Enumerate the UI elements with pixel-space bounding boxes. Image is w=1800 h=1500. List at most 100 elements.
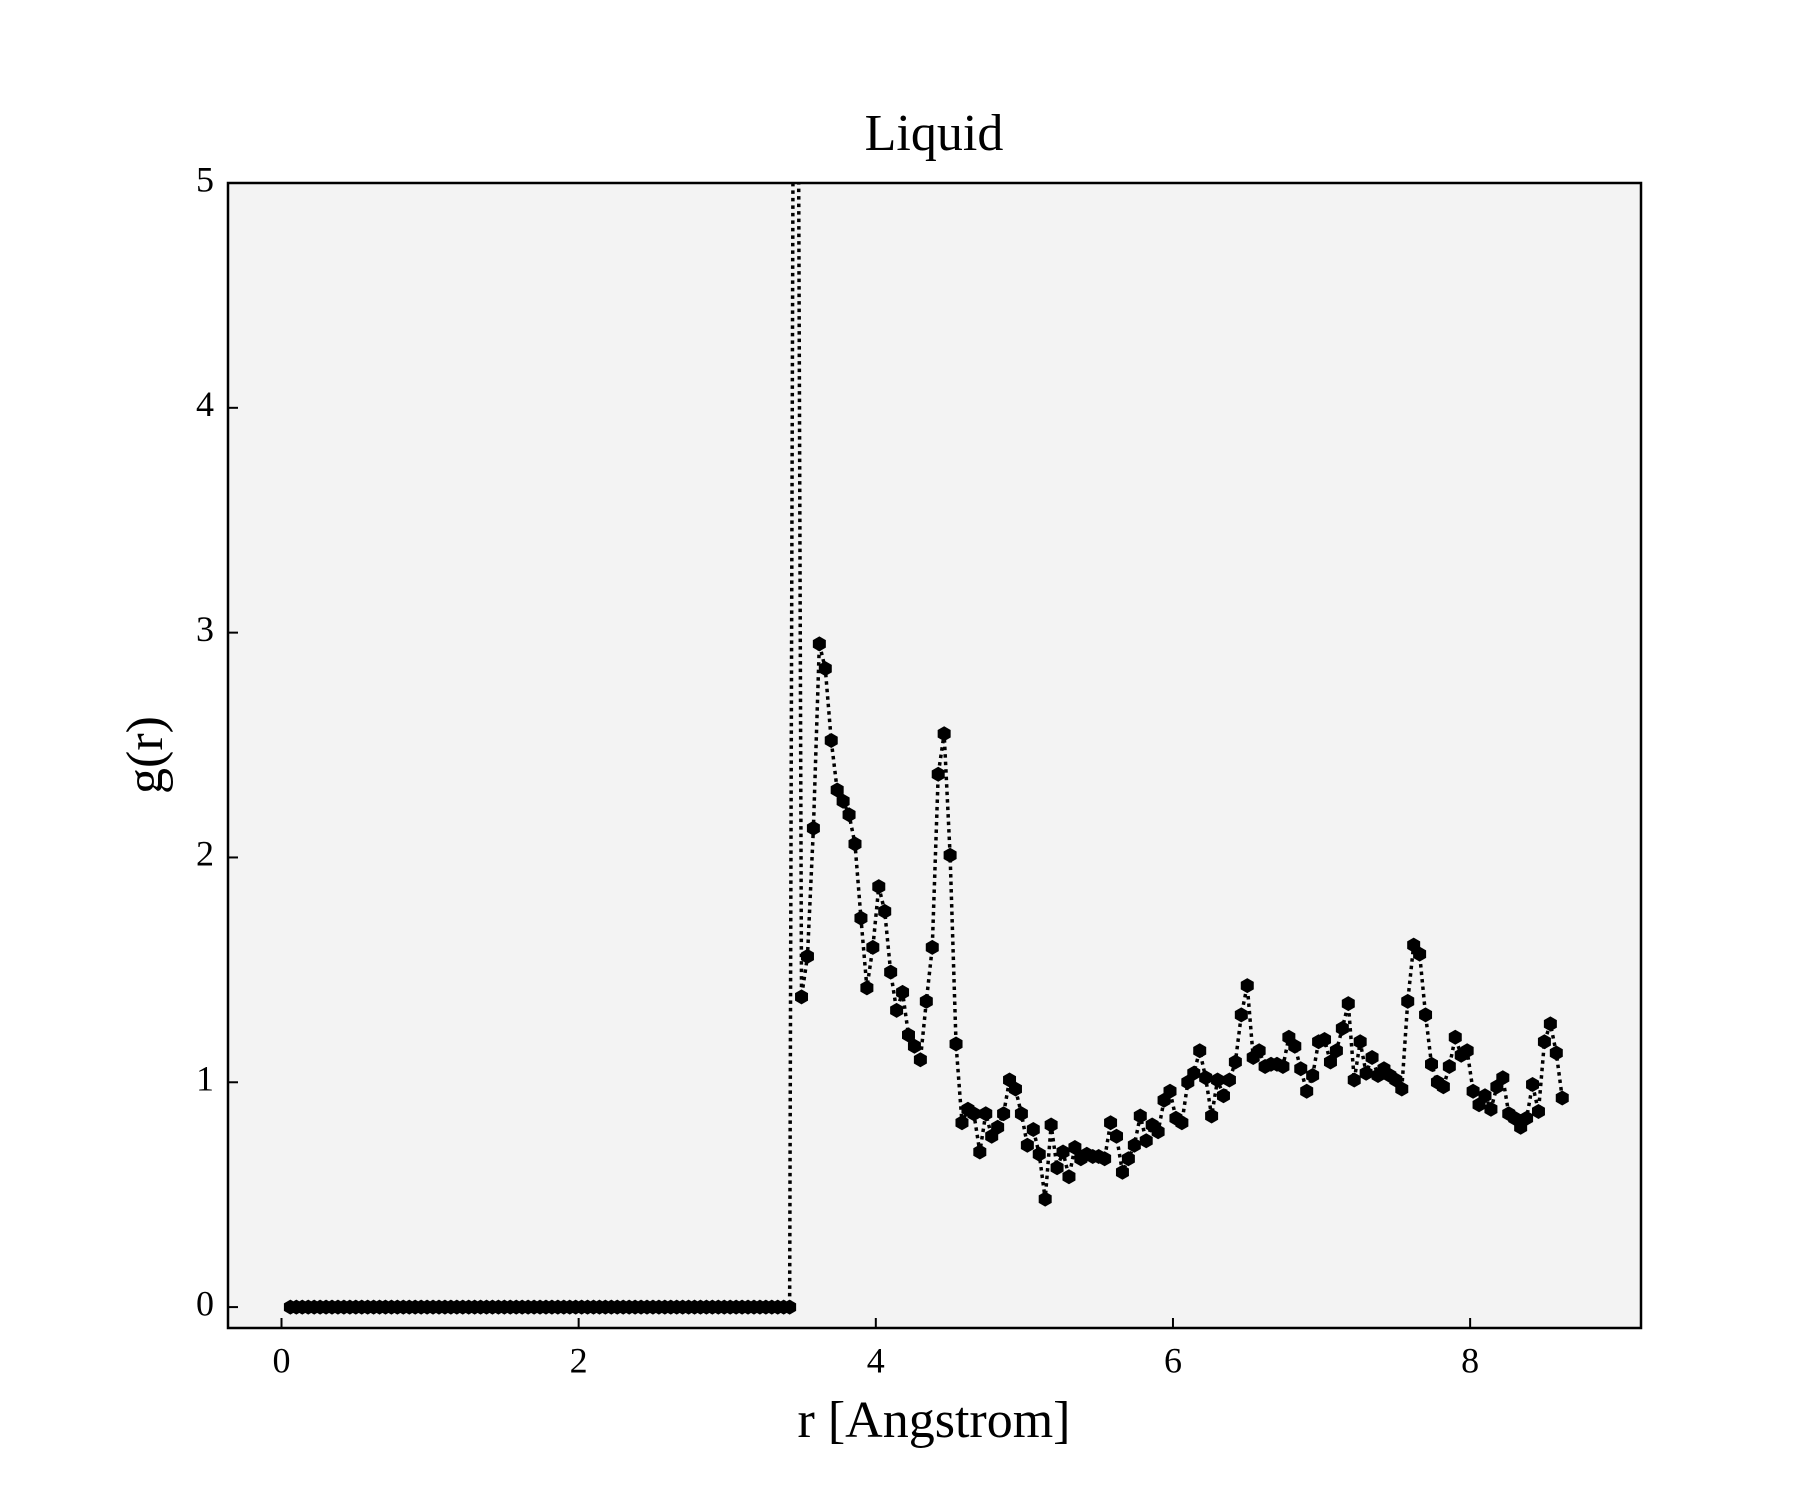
data-point bbox=[872, 879, 886, 895]
data-point bbox=[806, 820, 820, 836]
data-point bbox=[1032, 1146, 1046, 1162]
data-point bbox=[1526, 1077, 1540, 1093]
data-point bbox=[896, 984, 910, 1000]
data-point bbox=[1222, 1072, 1236, 1088]
data-point bbox=[931, 766, 945, 782]
data-point bbox=[1335, 1020, 1349, 1036]
y-axis-label: g(r) bbox=[117, 716, 174, 794]
chart-title: Liquid bbox=[865, 105, 1004, 162]
data-point bbox=[1294, 1061, 1308, 1077]
x-tick-label: 4 bbox=[867, 1340, 885, 1380]
data-point bbox=[1104, 1115, 1118, 1131]
data-point bbox=[783, 1299, 797, 1315]
data-point bbox=[919, 993, 933, 1009]
data-point bbox=[1436, 1079, 1450, 1095]
data-point bbox=[848, 836, 862, 852]
y-tick-label: 1 bbox=[196, 1059, 214, 1099]
x-tick-label: 2 bbox=[570, 1340, 588, 1380]
data-point bbox=[1425, 1056, 1438, 1072]
data-point bbox=[1127, 1137, 1141, 1153]
data-point bbox=[1341, 996, 1355, 1012]
data-point bbox=[854, 910, 868, 926]
data-point bbox=[1496, 1070, 1510, 1086]
data-point bbox=[973, 1144, 987, 1160]
data-point bbox=[1216, 1088, 1230, 1104]
data-point bbox=[795, 989, 809, 1005]
data-point bbox=[949, 1036, 963, 1052]
data-point bbox=[836, 793, 850, 809]
data-point bbox=[1549, 1045, 1563, 1061]
data-point bbox=[1026, 1121, 1040, 1137]
y-tick-label: 4 bbox=[196, 384, 214, 424]
data-point bbox=[878, 903, 892, 919]
data-point bbox=[1187, 1065, 1201, 1081]
data-point bbox=[1228, 1054, 1242, 1070]
data-point bbox=[1276, 1059, 1290, 1075]
data-point bbox=[997, 1106, 1011, 1122]
data-point bbox=[1478, 1088, 1492, 1104]
data-point bbox=[1460, 1043, 1474, 1059]
data-point bbox=[1555, 1090, 1569, 1106]
y-tick-label: 0 bbox=[196, 1283, 214, 1323]
data-point bbox=[979, 1106, 993, 1122]
data-point bbox=[1110, 1128, 1124, 1144]
data-point bbox=[1014, 1106, 1028, 1122]
data-point bbox=[884, 964, 898, 980]
data-point bbox=[1413, 946, 1427, 962]
data-point bbox=[1098, 1151, 1112, 1167]
data-point bbox=[1543, 1016, 1557, 1032]
data-point bbox=[955, 1115, 969, 1131]
data-point bbox=[913, 1052, 927, 1068]
data-point bbox=[824, 733, 838, 749]
plot-area bbox=[283, 183, 1569, 1315]
data-point bbox=[890, 1002, 904, 1018]
data-point bbox=[1211, 1072, 1225, 1088]
data-point bbox=[1115, 1164, 1129, 1180]
data-point bbox=[943, 847, 957, 863]
data-point bbox=[1044, 1117, 1058, 1133]
data-point bbox=[1353, 1034, 1367, 1050]
data-point bbox=[1020, 1137, 1034, 1153]
x-tick-label: 0 bbox=[272, 1340, 290, 1380]
data-point bbox=[1537, 1034, 1551, 1050]
data-point bbox=[907, 1038, 921, 1054]
data-point bbox=[1056, 1144, 1070, 1160]
data-point bbox=[1151, 1124, 1165, 1140]
data-point bbox=[1288, 1038, 1302, 1054]
data-point bbox=[902, 1027, 915, 1043]
data-point bbox=[1300, 1083, 1314, 1099]
data-point bbox=[1347, 1072, 1361, 1088]
data-point bbox=[1484, 1101, 1498, 1117]
plot-background bbox=[228, 183, 1641, 1328]
data-point bbox=[1199, 1070, 1213, 1086]
data-point bbox=[1121, 1151, 1135, 1167]
data-point bbox=[866, 939, 880, 955]
x-tick-label: 6 bbox=[1164, 1340, 1182, 1380]
data-point bbox=[991, 1119, 1005, 1135]
data-point bbox=[1365, 1050, 1379, 1066]
data-point bbox=[1306, 1068, 1320, 1084]
data-point bbox=[1531, 1104, 1545, 1119]
data-point bbox=[1419, 1007, 1433, 1023]
data-point bbox=[1234, 1007, 1248, 1023]
data-point bbox=[1520, 1110, 1534, 1126]
x-tick-label: 8 bbox=[1461, 1340, 1479, 1380]
data-point bbox=[1401, 993, 1415, 1009]
data-point bbox=[1442, 1059, 1456, 1075]
data-point bbox=[967, 1106, 981, 1122]
y-tick-label: 2 bbox=[196, 834, 214, 874]
data-point bbox=[1395, 1081, 1409, 1097]
data-point bbox=[1466, 1083, 1480, 1099]
data-point bbox=[1008, 1081, 1022, 1097]
data-point bbox=[937, 726, 951, 742]
data-point bbox=[1062, 1169, 1076, 1185]
y-tick-label: 3 bbox=[196, 609, 214, 649]
data-point bbox=[800, 948, 814, 964]
data-point bbox=[842, 807, 856, 823]
data-point bbox=[1175, 1115, 1189, 1131]
plot-frame bbox=[226, 181, 1643, 1330]
data-point bbox=[818, 661, 832, 677]
data-point bbox=[1329, 1043, 1343, 1059]
data-point bbox=[1448, 1029, 1462, 1045]
